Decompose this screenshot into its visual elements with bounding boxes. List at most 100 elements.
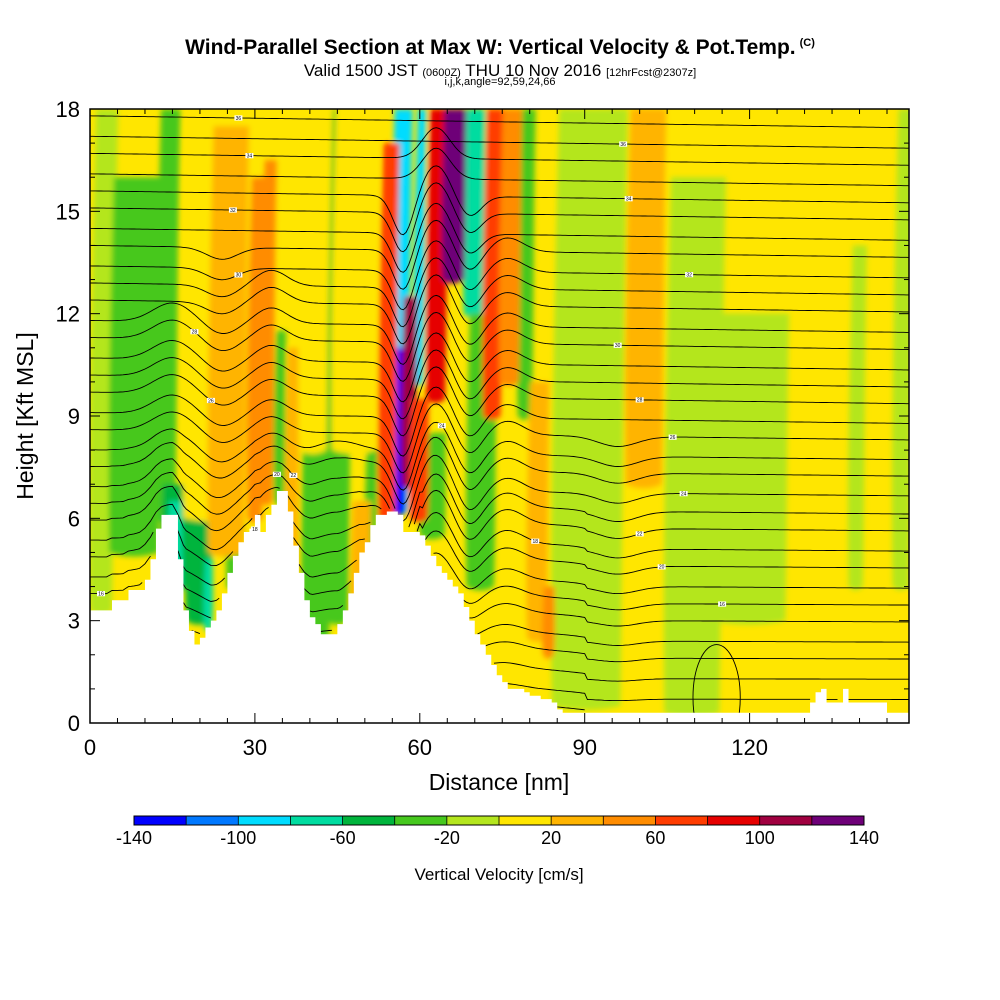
colorbar-swatch: [290, 816, 343, 825]
theta-contour: [493, 662, 909, 682]
downdraft-band: [413, 109, 427, 386]
potential-temperature-contours: [90, 115, 909, 723]
colorbar-swatch: [551, 816, 604, 825]
downdraft-band: [710, 313, 790, 625]
contour-label-bg: [250, 526, 259, 532]
colorbar-tick-label: 100: [745, 828, 775, 848]
y-axis-label: Height [Kft MSL]: [12, 332, 38, 499]
contour-label-bg: [619, 141, 628, 147]
updraft-band: [207, 126, 250, 557]
contour-label-bg: [685, 272, 694, 278]
contour-label: 18: [252, 527, 258, 533]
contour-labels: 16 18 20 22 24 26 28 30 32 34 36 30 28 26 24 22 20 32 34 36…: [96, 115, 727, 608]
y-tick-label: 6: [68, 506, 80, 531]
updraft-band: [331, 109, 381, 455]
updraft-band: [378, 143, 400, 523]
theta-contour: [90, 332, 909, 403]
valid-date: THU 10 Nov 2016: [465, 61, 602, 80]
contour-label-bg: [437, 423, 446, 429]
contour-label-bg: [635, 531, 644, 537]
downdraft-band: [203, 559, 214, 632]
colorbar-swatch: [655, 816, 708, 825]
chart-title: Wind-Parallel Section at Max W: Vertical…: [0, 36, 1000, 60]
chart-subtitle: Valid 1500 JST (0600Z) THU 10 Nov 2016 […: [0, 61, 1000, 81]
contour-label-bg: [206, 397, 215, 404]
contour-label-bg: [245, 153, 254, 159]
colorbar-swatch: [499, 816, 552, 825]
updraft-band: [498, 109, 523, 386]
downdraft-band: [463, 109, 486, 318]
contour-label-bg: [635, 397, 644, 403]
title-units: (C): [799, 37, 815, 49]
contour-label: 30: [236, 273, 242, 279]
contour-label: 24: [681, 491, 687, 497]
updraft-band: [409, 398, 429, 523]
theta-contour: [90, 349, 909, 420]
x-tick-label: 60: [408, 735, 432, 760]
theta-contour: [90, 147, 909, 187]
theta-contour: [90, 165, 909, 236]
colorbar-swatch: [811, 816, 865, 825]
colorbar-tick-label: -60: [330, 828, 356, 848]
contour-label: 34: [626, 197, 632, 203]
theta-contour: [90, 240, 909, 311]
contour-label: 18: [532, 539, 538, 545]
colorbar-tick-label: 140: [849, 828, 879, 848]
colorbar-swatch: [342, 816, 396, 825]
contour-label-bg: [228, 207, 237, 213]
y-tick-label: 0: [68, 711, 80, 736]
contour-label-bg: [96, 591, 105, 597]
valid-utc: (0600Z): [422, 67, 461, 79]
grid-indices: i,j,k,angle=92,59,24,66: [444, 76, 556, 88]
downdraft-band: [663, 177, 727, 717]
x-tick-label: 90: [572, 735, 596, 760]
y-tick-label: 12: [56, 302, 80, 327]
contour-label: 26: [670, 435, 676, 441]
colorbar-tick-label: -140: [116, 828, 152, 848]
colorbar-swatch: [707, 816, 761, 825]
updraft-band: [441, 109, 467, 284]
theta-contour: [90, 127, 909, 166]
contour-label: 22: [637, 532, 643, 538]
theta-contour: [90, 294, 909, 365]
colorbar-swatch: [759, 816, 813, 825]
theta-contour: [90, 524, 909, 575]
theta-contour: [183, 602, 909, 627]
contour-label: 22: [291, 473, 297, 479]
valid-prefix: Valid 1500 JST: [303, 61, 418, 80]
theta-contour: [90, 274, 909, 345]
updraft-band: [542, 586, 555, 659]
contour-label: 16: [98, 591, 104, 597]
colorbar-tick-label: 60: [645, 828, 665, 848]
theta-contour: [504, 683, 909, 702]
x-axis-label: Distance [nm]: [429, 769, 570, 795]
colorbar-swatch: [446, 816, 500, 825]
colorbar: -140 -100 -60 -20 20 60 100 140: [116, 815, 879, 848]
downdraft-band: [551, 109, 628, 710]
contour-label-bg: [657, 564, 666, 570]
theta-contour: [557, 706, 585, 711]
x-tick-label: 30: [243, 735, 267, 760]
theta-contour: [90, 421, 909, 491]
y-tick-label: 15: [56, 199, 80, 224]
contour-label-bg: [190, 329, 199, 335]
contour-label-bg: [679, 491, 688, 497]
y-tick-label: 3: [68, 609, 80, 634]
contour-label: 32: [230, 208, 236, 214]
theta-contour: [90, 471, 909, 528]
contour-label-bg: [272, 471, 281, 477]
colorbar-tick-label: -20: [434, 828, 460, 848]
contour-label: 16: [719, 602, 725, 608]
title-main: Wind-Parallel Section at Max W: Vertical…: [185, 36, 796, 59]
contour-label-bg: [234, 115, 243, 121]
theta-contour: [90, 312, 909, 382]
theta-contour: [90, 503, 909, 559]
y-tick-label: 9: [68, 404, 80, 429]
x-tick-label: 120: [731, 735, 768, 760]
theta-contour: [90, 135, 909, 149]
forecast-label: [12hrFcst@2307z]: [606, 67, 697, 79]
updraft-band: [298, 109, 331, 455]
updraft-band: [259, 160, 277, 506]
theta-contour: [90, 202, 909, 273]
